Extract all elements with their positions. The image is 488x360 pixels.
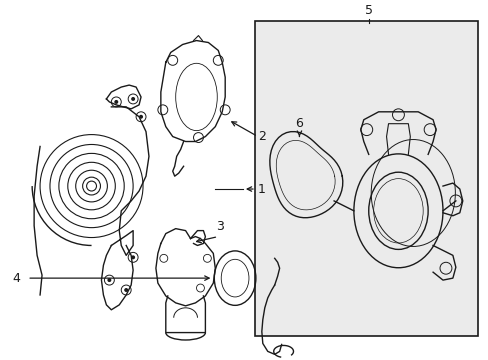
Text: 3: 3 [216, 220, 224, 233]
Circle shape [114, 100, 118, 104]
Circle shape [107, 278, 111, 282]
Text: 5: 5 [364, 4, 372, 17]
Text: 2: 2 [257, 130, 265, 143]
Circle shape [139, 115, 142, 119]
Text: 1: 1 [257, 183, 265, 195]
Circle shape [124, 288, 128, 292]
Circle shape [86, 181, 96, 191]
Bar [254, 21, 477, 336]
Text: 4: 4 [12, 272, 20, 285]
Circle shape [131, 255, 135, 259]
Circle shape [131, 97, 135, 101]
Text: 6: 6 [295, 117, 303, 130]
